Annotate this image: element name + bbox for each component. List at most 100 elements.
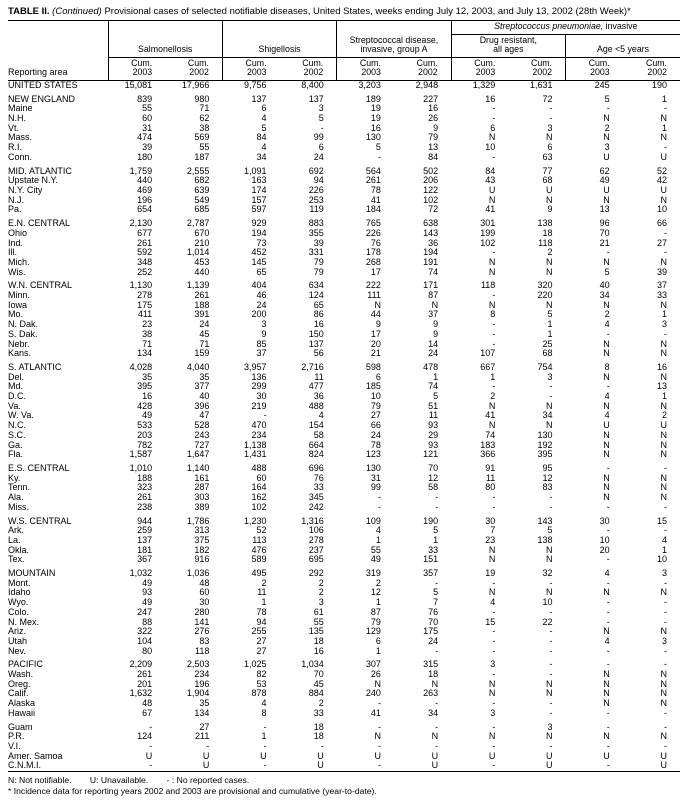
value-cell: U — [145, 751, 153, 761]
table-row: Ky. 188 161 60 76 31 12 11 12 N N — [8, 474, 680, 484]
value-cell: 141 — [194, 617, 210, 627]
value-cell: - — [377, 699, 381, 709]
reporting-area-cell: Calif. — [8, 689, 29, 699]
value-cell: - — [435, 741, 439, 751]
value-cell: - — [606, 526, 610, 536]
value-cell: - — [664, 248, 667, 258]
value-cell: 259 — [137, 526, 153, 536]
value-cell: 79 — [370, 617, 381, 627]
value-cell: U — [546, 186, 553, 195]
value-cell: - — [492, 627, 496, 637]
value-cell: 80 — [142, 646, 153, 656]
value-cell: 598 — [365, 362, 381, 372]
value-cell: 1 — [261, 598, 267, 608]
value-cell: 6 — [490, 123, 496, 133]
value-cell: - — [492, 320, 496, 330]
value-cell: N — [488, 133, 496, 143]
value-cell: 134 — [137, 349, 153, 359]
value-cell: 45 — [313, 679, 324, 689]
value-cell: 6 — [375, 636, 381, 646]
value-cell: 46 — [256, 291, 267, 301]
value-cell: N — [488, 679, 496, 689]
value-cell: 377 — [194, 382, 210, 392]
reporting-area-cell: Utah — [8, 636, 28, 646]
value-cell: - — [377, 761, 381, 771]
table-title-number: TABLE II. — [8, 6, 50, 17]
value-cell: N — [488, 300, 496, 310]
value-cell: 4 — [604, 320, 610, 330]
value-cell: 31 — [370, 473, 381, 483]
value-cell: - — [606, 722, 610, 732]
value-cell: 143 — [537, 516, 553, 526]
value-cell: 61 — [313, 607, 324, 617]
footnote-not-notifiable: N: Not notifiable. — [8, 775, 72, 786]
value-cell: 5 — [433, 526, 439, 536]
value-cell: 171 — [423, 281, 439, 291]
value-cell: 185 — [365, 382, 381, 392]
value-cell: 15,081 — [124, 80, 153, 90]
value-cell: N — [660, 732, 668, 742]
table-title-text: Provisional cases of selected notifiable… — [101, 6, 631, 17]
value-cell: 41 — [485, 205, 496, 215]
table-row: E.N. CENTRAL 2,130 2,787 929 883 765 638 301 138… — [8, 219, 680, 229]
value-cell: - — [492, 699, 496, 709]
value-cell: 32 — [542, 569, 553, 579]
value-cell: 878 — [251, 689, 267, 699]
table-row: Tenn. 323 287 164 33 99 58 80 83 N N — [8, 483, 680, 493]
value-cell: 34 — [256, 152, 267, 162]
value-cell: 27 — [199, 722, 210, 732]
table-row: Wis. 252 440 65 79 17 74 N N 5 39 — [8, 268, 680, 278]
value-cell: - — [664, 502, 667, 512]
value-cell: N — [488, 195, 496, 205]
value-cell: N — [660, 440, 668, 450]
value-cell: U — [603, 152, 610, 162]
value-cell: 34 — [542, 411, 553, 421]
value-cell: 91 — [485, 463, 496, 473]
reporting-area-cell: V.I. — [8, 741, 21, 751]
value-cell: 240 — [365, 689, 381, 699]
value-cell: 8,400 — [301, 80, 324, 90]
value-cell: 194 — [251, 228, 267, 238]
value-cell: 201 — [137, 679, 153, 689]
value-cell: 138 — [537, 535, 553, 545]
value-cell: - — [606, 660, 610, 670]
value-cell: 5 — [547, 310, 553, 320]
value-cell: 33 — [428, 545, 439, 555]
table-row: Alaska 48 35 4 2 - - - - N N — [8, 699, 680, 709]
value-cell: 73 — [256, 238, 267, 248]
value-cell: 63 — [542, 152, 553, 162]
value-cell: N — [603, 195, 610, 205]
value-cell: N — [660, 300, 668, 310]
value-cell: - — [492, 761, 496, 771]
value-cell: 38 — [199, 123, 210, 133]
value-cell: U — [660, 761, 668, 771]
value-cell: 17 — [370, 267, 381, 277]
value-cell: 7 — [490, 526, 496, 536]
value-cell: 70 — [428, 463, 439, 473]
value-cell: 634 — [308, 281, 324, 291]
value-cell: - — [549, 392, 553, 402]
value-cell: 4 — [490, 598, 496, 608]
header-cum: Cum. 2003 — [336, 57, 394, 81]
reporting-area-cell: P.R. — [8, 732, 25, 742]
value-cell: 1,138 — [244, 440, 267, 450]
value-cell: 16 — [142, 392, 153, 402]
value-cell: - — [664, 104, 667, 114]
value-cell: 3,957 — [244, 362, 267, 372]
table-row: E.S. CENTRAL 1,010 1,140 488 696 130 70 91 95 - - — [8, 464, 680, 474]
value-cell: - — [377, 152, 381, 162]
value-cell: 2 — [490, 392, 496, 402]
value-cell: 24 — [428, 636, 439, 646]
value-cell: 3 — [490, 708, 496, 718]
value-cell: 51 — [428, 401, 439, 411]
header-age-under-5: Age <5 years — [565, 34, 680, 58]
value-cell: 367 — [137, 555, 153, 565]
value-cell: 839 — [137, 94, 153, 104]
value-cell: 18 — [313, 732, 324, 742]
value-cell: 45 — [199, 329, 210, 339]
value-cell: 200 — [251, 310, 267, 320]
value-cell: - — [320, 123, 324, 133]
table-row: W.S. CENTRAL 944 1,786 1,230 1,316 109 190 30 14… — [8, 517, 680, 527]
table-row: Md. 395 377 299 477 185 74 - - - 13 — [8, 382, 680, 392]
value-cell: - — [492, 578, 496, 588]
